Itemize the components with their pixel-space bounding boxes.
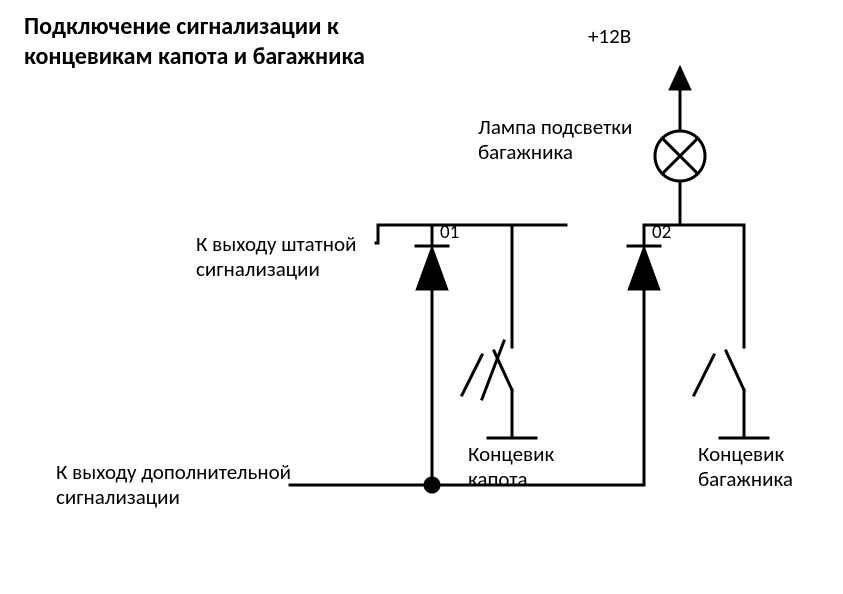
label-extra-alarm: К выходу дополнительной сигнализации: [56, 460, 291, 510]
label-hood-l2: капота: [468, 466, 528, 492]
label-trunk-switch: Концевик багажника: [698, 442, 793, 492]
label-stock-l1: К выходу штатной: [196, 231, 356, 257]
label-lamp-l1: Лампа подсветки: [478, 114, 632, 140]
label-extra-l2: сигнализации: [56, 484, 180, 510]
label-lamp: Лампа подсветки багажника: [478, 115, 632, 165]
label-12v: +12В: [588, 24, 631, 49]
label-hood-l1: Концевик: [468, 441, 554, 467]
label-diode-02: 02: [652, 222, 671, 245]
label-trunk-l2: багажника: [698, 466, 793, 492]
label-trunk-l1: Концевик: [698, 441, 784, 467]
label-extra-l1: К выходу дополнительной: [56, 459, 291, 485]
label-diode-01: 01: [440, 222, 459, 245]
label-hood-switch: Концевик капота: [468, 442, 554, 492]
label-stock-alarm: К выходу штатной сигнализации: [196, 232, 356, 282]
label-stock-l2: сигнализации: [196, 256, 320, 282]
label-lamp-l2: багажника: [478, 139, 573, 165]
